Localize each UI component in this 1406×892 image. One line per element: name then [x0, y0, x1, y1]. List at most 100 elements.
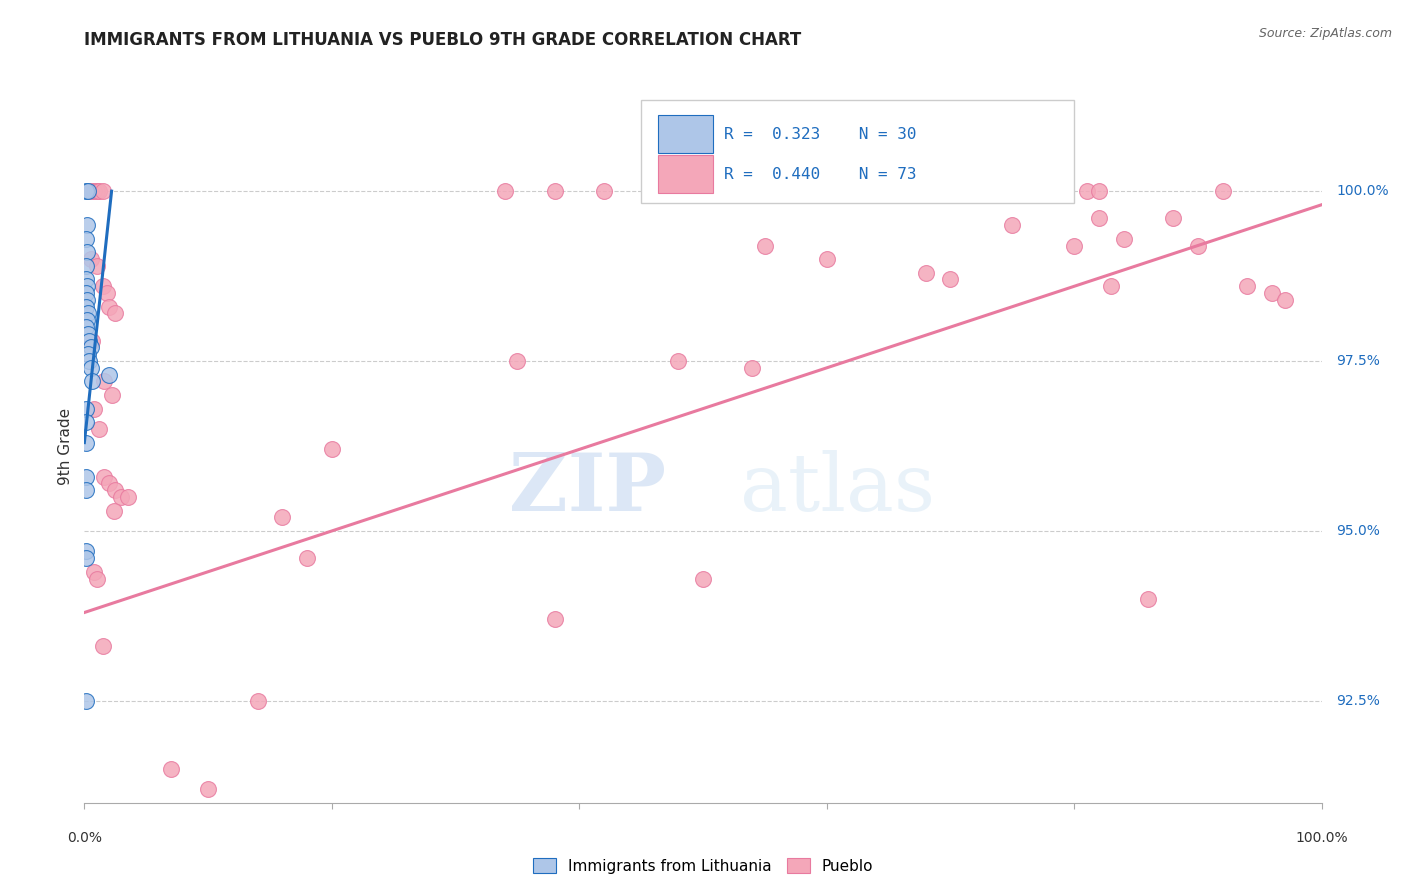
Point [79, 184, 101, 198]
Point [75, 544, 97, 558]
Point [91, 279, 114, 293]
Point [75, 415, 97, 429]
Point [75, 694, 97, 708]
Point [1001, 218, 1024, 232]
Point [593, 184, 616, 198]
Point [75, 184, 97, 198]
Point [77, 306, 100, 320]
Point [1014, 184, 1036, 198]
Point [741, 184, 763, 198]
Text: IMMIGRANTS FROM LITHUANIA VS PUEBLO 9TH GRADE CORRELATION CHART: IMMIGRANTS FROM LITHUANIA VS PUEBLO 9TH … [84, 31, 801, 49]
Point [77, 326, 100, 341]
Point [295, 551, 318, 566]
Point [75, 232, 97, 246]
Text: 92.5%: 92.5% [1337, 694, 1381, 708]
Point [89, 422, 111, 436]
Point [1088, 211, 1111, 226]
Point [543, 184, 565, 198]
Point [75, 435, 97, 450]
Point [75, 469, 97, 483]
Point [841, 184, 863, 198]
Point [76, 293, 98, 307]
Point [271, 510, 294, 524]
Point [246, 694, 269, 708]
Point [98, 476, 121, 491]
Point [91, 184, 114, 198]
Point [96, 286, 118, 301]
Point [79, 360, 101, 375]
Point [1099, 279, 1122, 293]
Point [79, 334, 101, 348]
Point [104, 483, 127, 498]
Point [89, 184, 111, 198]
Point [75, 320, 97, 334]
Point [717, 184, 740, 198]
Point [939, 272, 962, 286]
Text: R =  0.440    N = 73: R = 0.440 N = 73 [724, 167, 917, 182]
Point [741, 360, 763, 375]
Point [692, 184, 714, 198]
Point [80, 334, 103, 348]
Point [75, 300, 97, 314]
Point [76, 245, 98, 260]
Point [160, 762, 183, 776]
Point [98, 368, 121, 382]
Point [83, 401, 105, 416]
Point [1088, 184, 1111, 198]
Point [103, 503, 125, 517]
Point [93, 469, 115, 483]
Point [93, 375, 115, 389]
Point [1137, 591, 1160, 606]
Y-axis label: 9th Grade: 9th Grade [58, 408, 73, 484]
Point [1187, 238, 1209, 252]
Point [75, 551, 97, 566]
Point [77, 184, 100, 198]
Point [1076, 184, 1098, 198]
Point [914, 266, 936, 280]
Point [1161, 211, 1184, 226]
Point [83, 184, 105, 198]
Point [1236, 279, 1258, 293]
Point [643, 184, 665, 198]
Point [939, 184, 962, 198]
Point [79, 354, 101, 368]
Text: 95.0%: 95.0% [1337, 524, 1381, 538]
Point [754, 238, 776, 252]
Point [692, 572, 714, 586]
Point [110, 490, 132, 504]
Text: 97.5%: 97.5% [1337, 354, 1381, 368]
Point [86, 572, 108, 586]
Point [76, 313, 98, 327]
Point [197, 782, 219, 797]
FancyBboxPatch shape [641, 100, 1074, 203]
Text: 0.0%: 0.0% [67, 831, 101, 846]
Legend: Immigrants from Lithuania, Pueblo: Immigrants from Lithuania, Pueblo [527, 852, 879, 880]
Point [91, 640, 114, 654]
Text: atlas: atlas [740, 450, 935, 528]
Point [543, 612, 565, 626]
Point [1063, 238, 1085, 252]
Point [506, 354, 529, 368]
Point [76, 279, 98, 293]
Point [75, 272, 97, 286]
Text: Source: ZipAtlas.com: Source: ZipAtlas.com [1258, 27, 1392, 40]
Point [100, 388, 122, 402]
Point [75, 286, 97, 301]
FancyBboxPatch shape [658, 115, 713, 153]
Point [494, 184, 516, 198]
Text: 100.0%: 100.0% [1337, 184, 1389, 198]
Point [80, 375, 103, 389]
Point [76, 218, 98, 232]
Point [79, 252, 101, 266]
Point [98, 300, 121, 314]
Point [75, 483, 97, 498]
Point [79, 341, 101, 355]
Point [1274, 293, 1296, 307]
Text: ZIP: ZIP [509, 450, 666, 528]
Point [75, 259, 97, 273]
FancyBboxPatch shape [658, 155, 713, 194]
Point [965, 184, 987, 198]
Point [815, 252, 838, 266]
Point [766, 184, 789, 198]
Point [86, 259, 108, 273]
